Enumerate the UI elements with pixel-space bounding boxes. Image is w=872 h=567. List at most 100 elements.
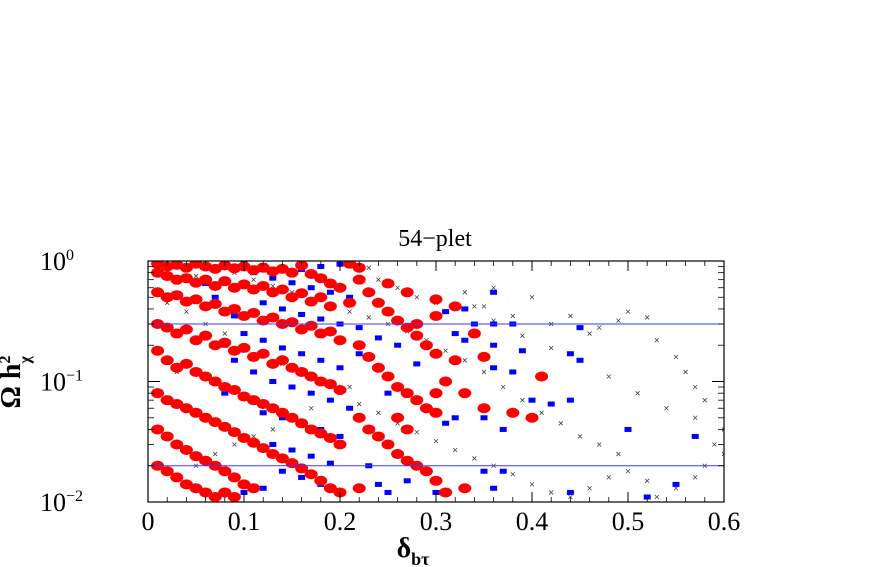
data-point-blue [317,316,325,322]
data-point-red [218,466,232,477]
data-point-blue [269,275,277,281]
data-point-red [275,284,289,295]
data-point-blue [326,460,334,466]
data-point-black [548,490,554,495]
data-point-red [371,297,385,308]
data-point-red [247,308,261,319]
data-point-red [179,324,193,335]
data-point-black [481,304,487,309]
data-point-black [529,294,535,300]
data-point-blue [269,379,277,384]
data-point-blue [442,420,450,426]
data-point-red [304,424,318,435]
data-point-blue [355,351,363,357]
data-point-red [352,412,366,423]
data-point-red [237,342,251,353]
data-point-red [448,355,462,366]
data-point-red [151,345,165,356]
data-point-red [170,362,184,373]
data-point-red [477,351,491,362]
data-point-blue [278,345,286,351]
data-point-blue [490,342,498,348]
data-point-red [275,355,289,366]
data-point-black [433,438,439,444]
x-tick-label: 0.2 [324,507,357,536]
data-point-red [391,449,405,460]
data-point-black [376,410,381,416]
data-point-red [160,322,174,333]
data-point-red [247,395,261,406]
data-point-red [199,487,213,498]
data-point-red [333,385,347,396]
data-point-blue [250,369,258,375]
svg-text:Ω h2χ: Ω h2χ [0,356,34,409]
y-tick-label: 10−2 [40,488,83,517]
data-point-red [189,366,203,377]
data-point-red [381,439,395,450]
data-point-black [673,354,679,360]
x-axis: 0 0.1 0.2 0.3 0.4 0.5 0.6 [142,261,740,536]
data-point-blue [298,311,306,317]
data-point-red [256,443,270,454]
data-point-blue [355,325,363,331]
data-point-blue [672,481,680,487]
data-point-black [692,415,698,421]
data-point-red [391,412,405,423]
data-point-red [189,451,203,462]
data-point-red [429,407,443,418]
data-point-black [193,273,199,279]
data-point-red [410,330,424,341]
data-point-red [160,466,174,477]
data-point-black [462,290,468,295]
y-tick-label: 100 [40,247,74,276]
data-point-black [539,410,544,416]
data-point-black [548,345,554,351]
data-point-black [644,315,650,320]
x-axis-label-sub: bτ [411,549,430,567]
data-point-red [323,432,337,443]
data-point-black [356,401,362,407]
data-point-blue [480,415,488,421]
data-point-red [333,439,347,450]
data-point-red [295,324,309,335]
data-point-red [304,469,318,480]
data-point-red [506,407,520,418]
x-axis-label: δbτ [397,533,431,567]
data-point-red [419,340,433,351]
series-red-circles [151,261,549,502]
data-point-red [170,290,184,301]
data-point-red [400,287,414,298]
data-point-blue [566,397,574,403]
data-point-black [654,494,660,500]
data-point-black [635,390,640,396]
data-point-red [429,348,443,359]
data-point-black [251,434,256,439]
data-point-red [256,399,270,410]
data-point-blue [451,331,459,337]
data-point-red [179,403,193,414]
data-point-red [199,455,213,466]
data-point-black [664,405,669,411]
data-point-red [266,449,280,460]
data-point-black [577,434,583,439]
data-point-red [179,445,193,456]
data-point-black [683,369,688,375]
data-point-blue [442,309,450,315]
data-point-blue [576,357,584,363]
data-point-red [218,276,232,287]
data-point-black [472,456,477,461]
data-point-blue [288,280,296,286]
data-point-red [266,312,280,323]
data-point-red [352,274,366,285]
data-point-blue [490,365,498,371]
data-point-blue [691,433,699,439]
y-tick-exponent: −1 [66,368,83,385]
data-point-red [458,388,472,399]
data-point-red [362,424,376,435]
data-point-blue [307,453,315,459]
data-point-red [477,403,491,414]
data-point-red [391,382,405,393]
data-point-blue [374,335,382,341]
data-point-red [429,475,443,486]
